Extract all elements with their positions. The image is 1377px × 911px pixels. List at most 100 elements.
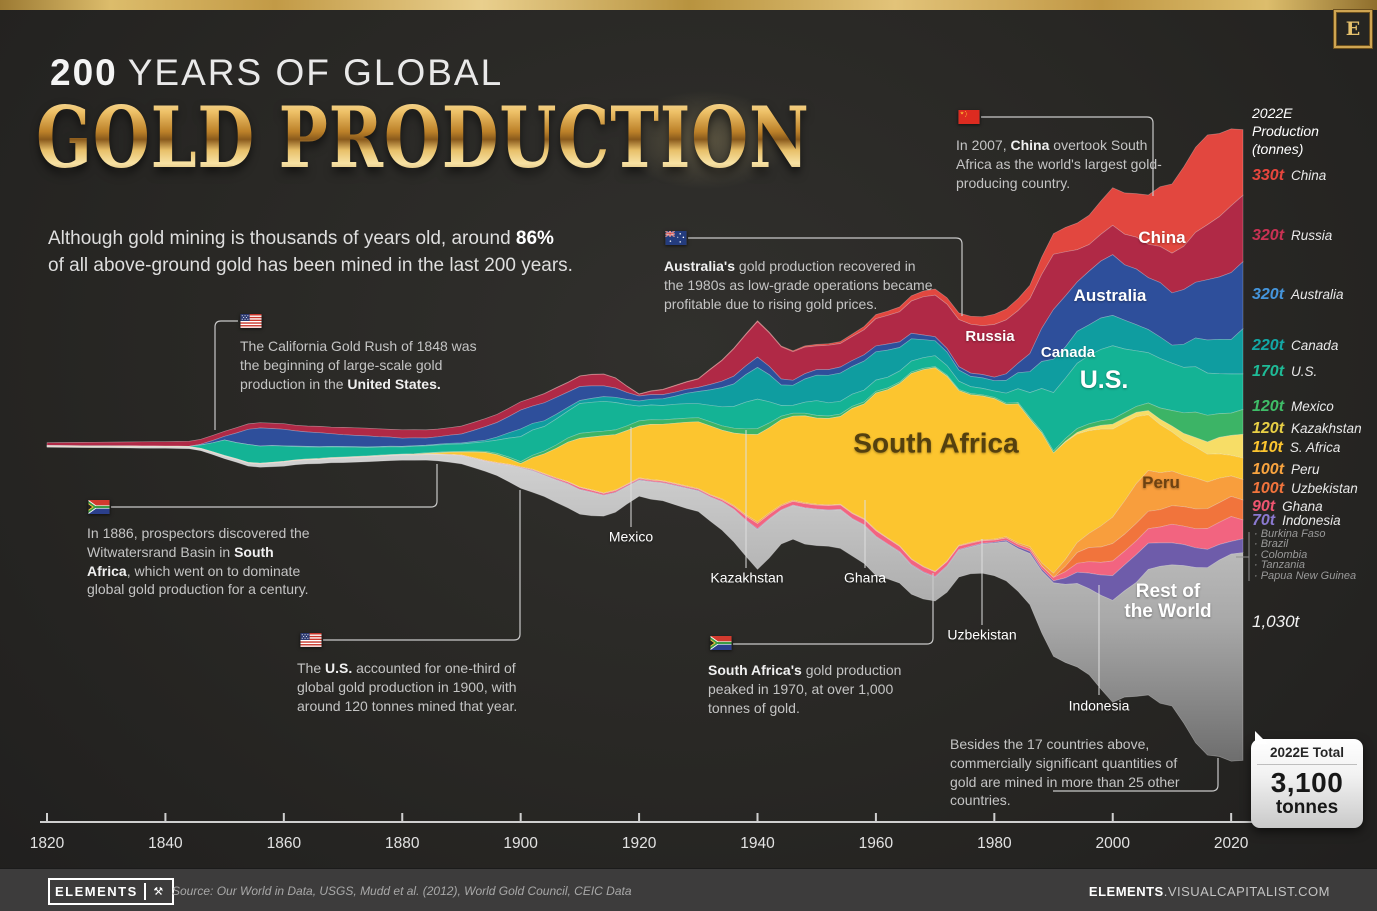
legend-value-peru: 100t (1252, 461, 1285, 478)
legend-minor-colombia: · Colombia (1254, 548, 1308, 561)
x-axis-label-2020: 2020 (1214, 835, 1249, 852)
elements-logo[interactable]: ELEMENTS ⚒ (48, 878, 174, 905)
page-title: GOLD PRODUCTION (36, 88, 810, 187)
badge-unit: tonnes (1275, 797, 1339, 818)
corner-logo-letter: E (1345, 18, 1361, 40)
annotation-witwatersrand: In 1886, prospectors discovered the Witw… (87, 524, 315, 599)
x-axis-label-1960: 1960 (859, 835, 894, 852)
x-axis-label-1820: 1820 (30, 835, 65, 852)
total-badge: 2022E Total 3,100 tonnes (1251, 731, 1363, 828)
callout-line-china-2007 (981, 116, 1154, 196)
annotation-china-2007-text: In 2007, (956, 137, 1011, 153)
callout-line-sa-peak (733, 573, 934, 645)
legend-minor-tanzania: · Tanzania (1254, 559, 1305, 572)
annotation-sa-peak-text: gold production peaked in 1970, at over … (708, 662, 902, 716)
chart-label-south-africa: South Africa (853, 427, 1019, 459)
legend-name-indonesia: Indonesia (1282, 513, 1341, 528)
chart-label-canada: Canada (1040, 344, 1096, 362)
legend-name-australia: Australia (1291, 287, 1344, 302)
annotation-china-2007-bold: China (1010, 137, 1050, 153)
legend-header-tonnes: (tonnes) (1252, 141, 1304, 158)
flag-cn-icon (958, 110, 980, 124)
area-canada (46, 315, 1244, 448)
legend-header: 2022E Production (tonnes) (1252, 104, 1319, 159)
legend-header-year: 2022E (1252, 105, 1293, 121)
x-axis-label-1920: 1920 (622, 835, 657, 852)
x-axis-label-1860: 1860 (267, 835, 302, 852)
flag-za-icon (88, 500, 110, 514)
annotation-china-2007-text: overtook South Africa as the world's lar… (956, 137, 1162, 191)
x-axis-label-1900: 1900 (503, 835, 538, 852)
annotation-sa-peak: South Africa's gold production peaked in… (708, 661, 903, 717)
legend-item-china: 330t China (1252, 167, 1326, 185)
title-200: 200 (50, 52, 118, 93)
legend-item-u-s: 170t U.S. (1252, 363, 1317, 381)
legend-header-production: Production (1252, 123, 1319, 140)
legend-name-peru: Peru (1291, 462, 1320, 477)
legend-value-australia: 320t (1252, 286, 1285, 303)
callout-line-australia-1980s (688, 237, 963, 316)
site-link-bold: ELEMENTS (1088, 884, 1164, 899)
annotation-witwatersrand-bold: South Africa (87, 543, 274, 579)
chart-label-u-s: U.S. (1079, 365, 1129, 394)
subtitle: Although gold mining is thousands of yea… (48, 226, 588, 279)
legend-value-china: 330t (1252, 167, 1285, 184)
flag-za-icon (710, 636, 732, 650)
legend-name-u-s: U.S. (1291, 364, 1318, 379)
site-link[interactable]: ELEMENTS.VISUALCAPITALIST.COM (1089, 884, 1330, 899)
subtitle-line2: of all above-ground gold has been mined … (48, 254, 573, 276)
badge-label: 2022E Total (1257, 745, 1357, 765)
legend-name-ghana: Ghana (1282, 499, 1323, 514)
legend-item-kazakhstan: 120t Kazakhstan (1252, 420, 1362, 438)
annotation-other-countries: Besides the 17 countries above, commerci… (950, 735, 1190, 810)
chart-label-russia: Russia (965, 328, 1015, 346)
legend-value-indonesia: 70t (1252, 512, 1276, 529)
legend-minor-burkina-faso: · Burkina Faso (1254, 528, 1326, 540)
elements-brand-text: ELEMENTS (55, 884, 138, 899)
annotation-australia-1980s: Australia's gold production recovered in… (664, 257, 934, 313)
callout-line-other-countries (1053, 758, 1219, 792)
subtitle-text: Although gold mining is thousands of yea… (48, 228, 516, 249)
legend-item-peru: 100t Peru (1252, 461, 1320, 479)
annotation-us-1900-text: The (297, 660, 326, 676)
flag-au-icon (665, 231, 687, 245)
legend-item-indonesia: 70t Indonesia (1252, 512, 1341, 530)
annotation-sa-peak-bold: South Africa's (708, 662, 802, 678)
x-axis-label-1980: 1980 (977, 835, 1012, 852)
annotation-us-1900: The U.S. accounted for one-third of glob… (297, 659, 531, 715)
area-australia (46, 254, 1244, 448)
legend-name-canada: Canada (1291, 338, 1339, 353)
legend-item-uzbekistan: 100t Uzbekistan (1252, 480, 1358, 498)
chart-label-rest-of-the-world: Rest of the World (1124, 581, 1212, 622)
elements-corner-logo[interactable]: E (1334, 10, 1372, 48)
source-credit: Source: Our World in Data, USGS, Mudd et… (172, 884, 632, 898)
annotation-california-text: The California Gold Rush of 1848 was the… (240, 338, 477, 392)
annotation-other-countries-text: Besides the 17 countries above, commerci… (950, 736, 1180, 809)
annotation-california: The California Gold Rush of 1848 was the… (240, 337, 478, 393)
legend-minor-countries: · Burkina Faso · Brazil · Colombia · Tanzan… (1254, 528, 1356, 581)
annotation-us-1900-bold: U.S. (325, 660, 353, 676)
legend-item-ghana: 90t Ghana (1252, 498, 1323, 516)
callout-line-witwatersrand (111, 464, 438, 508)
flag-us-icon (300, 633, 322, 647)
annotation-witwatersrand-text: In 1886, prospectors discovered the Witw… (87, 525, 310, 560)
legend-name-mexico: Mexico (1291, 399, 1334, 414)
callout-line-us-1900 (323, 490, 521, 641)
x-axis-label-1880: 1880 (385, 835, 420, 852)
annotation-california-bold: United States. (347, 375, 441, 392)
gold-top-border (0, 0, 1377, 10)
x-axis-label-2000: 2000 (1096, 835, 1131, 852)
legend-value-s-africa: 110t (1252, 439, 1283, 456)
chart-label-ghana: Ghana (843, 569, 887, 586)
chart-label-australia: Australia (1073, 286, 1147, 306)
legend-item-canada: 220t Canada (1252, 337, 1338, 355)
callout-line-california (214, 320, 238, 430)
annotation-us-1900-text: accounted for one-third of global gold p… (297, 660, 518, 714)
area-rest-of-the-world (46, 446, 1244, 762)
site-link-rest: .VISUALCAPITALIST.COM (1163, 884, 1330, 899)
legend-item-russia: 320t Russia (1252, 227, 1332, 245)
annotation-china-2007: In 2007, China overtook South Africa as … (956, 136, 1168, 192)
chart-label-china: China (1138, 228, 1186, 248)
